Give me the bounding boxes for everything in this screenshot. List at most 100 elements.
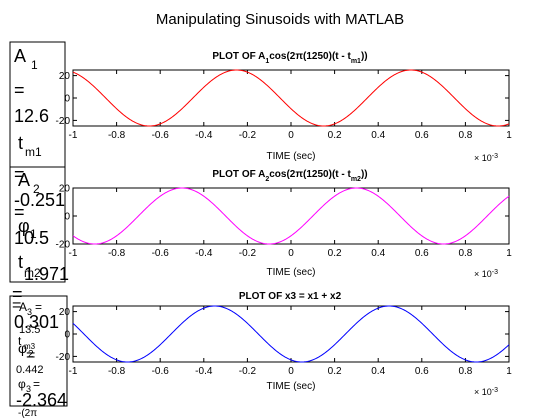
tm2-subscript: m2 [24,266,41,280]
tm2-value: 1.971 [24,264,69,284]
y-tick-label: 0 [64,330,70,341]
tm1-subscript: m1 [25,145,42,159]
subplot-2-xlabel: TIME (sec) [267,267,316,278]
x-tick-label: -0.2 [239,248,257,259]
tm1-equals: = [14,164,25,184]
x-tick-label: -0.4 [195,248,213,259]
a1-value: 12.6 [14,106,49,126]
subplot-3-xlabel: TIME (sec) [267,381,316,392]
a3-symbol: A [19,300,27,314]
subplot-2-exponent: × 10-3 [474,269,498,280]
y-tick-label: -20 [56,240,71,251]
plot-area [72,187,510,245]
x-tick-label: 0.6 [415,248,429,259]
figure-title: Manipulating Sinusoids with MATLAB [156,11,404,28]
x-tick-label: 0 [288,130,294,141]
a1-subscript: 1 [31,58,38,72]
tm3-subscript: m3 [24,342,36,351]
phi2-symbol: φ [18,340,27,356]
a1-symbol: A [14,46,26,66]
a2-value: 10.5 [14,228,49,248]
x-tick-label: 0.4 [371,366,385,377]
phi2-equals: = [26,347,35,364]
phase-expression: -(2π [18,408,37,419]
subplot-1-title: PLOT OF A1cos(2π(1250)(t - tm1)) [212,51,367,65]
x-tick-label: -0.6 [152,366,170,377]
annotation-panel: A 1 = 12.6 t m1 = -0.251 A 2 = 10.5 t m2… [9,41,69,419]
subplot-2: PLOT OF A2cos(2π(1250)(t - tm2)) -1 -0.8 -… [56,169,513,279]
phi1-subscript: 1 [30,227,37,241]
phi3-subscript: 3 [26,384,31,394]
phi1-equals: = [12,297,21,314]
subplot-1: PLOT OF A1cos(2π(1250)(t - tm1)) -1 -0.8 -… [56,51,513,163]
x-tick-label: 0.8 [458,248,472,259]
a2-subscript: 2 [33,182,40,196]
a1-equals: = [14,80,25,100]
y-tick-label: 20 [59,307,71,318]
series-line [72,187,510,245]
phi3-equals: = [33,377,40,391]
x-tick-label: 0.8 [458,366,472,377]
x-tick-label: 0.6 [415,130,429,141]
x-tick-label: 0 [288,366,294,377]
x-tick-label: 0.6 [415,366,429,377]
tm1-value: -0.251 [14,190,65,210]
x-tick-label: 0.2 [328,248,342,259]
plot-area [72,305,510,363]
subplot-2-title: PLOT OF A2cos(2π(1250)(t - tm2)) [212,169,367,183]
a2-symbol: A [18,170,30,190]
subplot-3-exponent: × 10-3 [474,387,498,398]
a3-value: 13.5 [19,324,40,336]
tm2-symbol: t [18,252,23,272]
tm1-symbol: t [18,133,23,153]
annotation-box-1 [9,41,66,168]
phi3-symbol: φ [18,377,26,391]
series-line [72,69,510,127]
x-tick-label: -0.2 [239,366,257,377]
x-tick-label: -1 [69,248,78,259]
x-tick-label: -1 [69,366,78,377]
annotation-box-2 [9,166,66,283]
series-line [72,305,510,363]
x-tick-label: -0.6 [152,130,170,141]
plot-area [72,69,510,127]
annotation-box-3 [9,295,68,407]
y-tick-label: 20 [59,184,71,195]
x-tick-label: 0 [288,248,294,259]
x-tick-label: -0.6 [152,248,170,259]
x-tick-label: -0.8 [108,366,126,377]
x-tick-label: -0.2 [239,130,257,141]
phi2-subscript: 2 [28,349,34,360]
tm3-symbol: t [18,334,22,348]
x-tick-label: -1 [69,130,78,141]
subplot-3: PLOT OF x3 = x1 + x2 -1 -0.8 -0.6 -0.4 -0.2 0… [56,291,513,397]
x-tick-label: -0.8 [108,130,126,141]
phi1-value: 0.301 [14,312,59,332]
phi2-value: 0.442 [16,364,44,376]
y-tick-label: 20 [59,71,71,82]
x-tick-label: -0.8 [108,248,126,259]
x-tick-label: 0.2 [328,366,342,377]
x-tick-label: -0.4 [195,130,213,141]
x-tick-label: 1 [506,130,512,141]
y-tick-label: 0 [64,94,70,105]
phi1-symbol: φ [18,216,30,236]
y-tick-label: 0 [64,212,70,223]
subplot-1-xlabel: TIME (sec) [267,151,316,162]
x-tick-label: 0.2 [328,130,342,141]
x-tick-label: 1 [506,366,512,377]
y-tick-label: -20 [56,116,71,127]
subplot-1-exponent: × 10-3 [474,153,498,164]
a3-equals: = [35,300,42,314]
a2-equals: = [14,202,25,222]
a3-subscript: 3 [27,307,32,317]
x-tick-label: 0.4 [371,248,385,259]
x-tick-label: 1 [506,248,512,259]
phi3-value: -2.364 [16,390,67,410]
tm2-equals: = [12,284,23,304]
x-tick-label: 0.8 [458,130,472,141]
subplot-3-title: PLOT OF x3 = x1 + x2 [239,291,342,302]
x-tick-label: -0.4 [195,366,213,377]
y-tick-label: -20 [56,352,71,363]
